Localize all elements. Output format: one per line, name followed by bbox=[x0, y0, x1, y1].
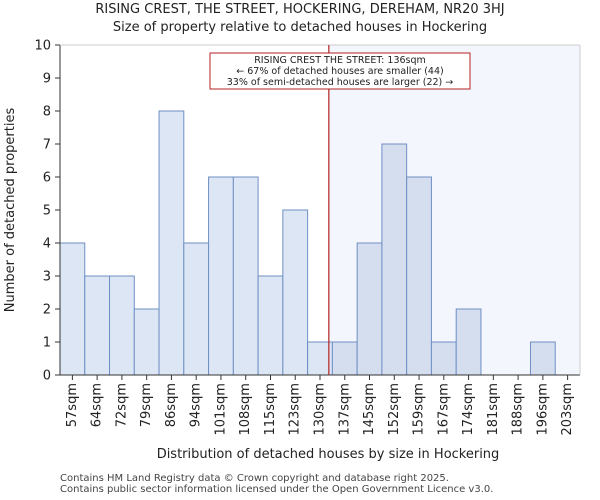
y-tick-label-10: 10 bbox=[34, 39, 51, 54]
bar-101sqm bbox=[208, 176, 234, 376]
x-tick-label-130sqm: 130sqm bbox=[313, 383, 328, 436]
x-tick-label-86sqm: 86sqm bbox=[164, 383, 179, 427]
bar-174sqm bbox=[455, 308, 482, 376]
bar-196sqm bbox=[529, 341, 556, 376]
bar-167sqm bbox=[430, 341, 457, 376]
x-tick-label-79sqm: 79sqm bbox=[139, 383, 154, 427]
annotation-line-3: 33% of semi-detached houses are larger (… bbox=[227, 77, 454, 88]
x-tick-label-137sqm: 137sqm bbox=[337, 383, 352, 436]
bar-159sqm bbox=[406, 176, 432, 376]
bar-72sqm bbox=[109, 275, 135, 376]
x-tick-label-101sqm: 101sqm bbox=[213, 383, 228, 436]
x-tick-label-72sqm: 72sqm bbox=[114, 383, 129, 427]
bar-57sqm bbox=[59, 242, 86, 376]
bar-64sqm bbox=[84, 275, 111, 376]
bar-123sqm bbox=[282, 209, 309, 376]
bar-115sqm bbox=[257, 275, 284, 376]
x-tick-label-123sqm: 123sqm bbox=[288, 383, 303, 436]
x-tick-label-188sqm: 188sqm bbox=[511, 383, 526, 436]
x-tick-label-174sqm: 174sqm bbox=[461, 383, 476, 436]
y-tick-label-7: 7 bbox=[43, 138, 51, 153]
y-tick-label-3: 3 bbox=[43, 270, 51, 285]
bar-79sqm bbox=[133, 308, 160, 376]
bar-94sqm bbox=[183, 242, 210, 376]
bar-108sqm bbox=[232, 176, 259, 376]
x-tick-label-203sqm: 203sqm bbox=[560, 383, 575, 436]
x-axis-label: Distribution of detached houses by size … bbox=[157, 447, 500, 462]
y-tick-label-1: 1 bbox=[43, 336, 51, 351]
footer-copyright: Contains HM Land Registry data © Crown c… bbox=[60, 473, 449, 484]
x-tick-label-167sqm: 167sqm bbox=[436, 383, 451, 436]
x-tick-label-196sqm: 196sqm bbox=[535, 383, 550, 436]
y-tick-label-9: 9 bbox=[43, 72, 51, 87]
y-tick-label-4: 4 bbox=[43, 237, 51, 252]
x-tick-label-64sqm: 64sqm bbox=[90, 383, 105, 427]
x-tick-label-115sqm: 115sqm bbox=[263, 383, 278, 436]
annotation-line-1: RISING CREST THE STREET: 136sqm bbox=[254, 55, 426, 66]
y-tick-label-2: 2 bbox=[43, 303, 51, 318]
bar-86sqm bbox=[158, 110, 185, 376]
x-tick-label-181sqm: 181sqm bbox=[486, 383, 501, 436]
footer-licence: Contains public sector information licen… bbox=[60, 484, 494, 495]
bar-chart: 0 1 2 3 4 5 6 7 8 9 10 57sqm 64sqm 72sqm 79sqm 86sqm 94s… bbox=[3, 39, 581, 462]
y-tick-label-5: 5 bbox=[43, 204, 51, 219]
x-tick-label-108sqm: 108sqm bbox=[238, 383, 253, 436]
x-tick-label-57sqm: 57sqm bbox=[65, 383, 80, 427]
x-tick-label-94sqm: 94sqm bbox=[189, 383, 204, 427]
x-tick-label-152sqm: 152sqm bbox=[387, 383, 402, 436]
bar-152sqm bbox=[381, 143, 408, 376]
chart-subtitle: Size of property relative to detached ho… bbox=[112, 20, 488, 35]
y-axis-label: Number of detached properties bbox=[3, 108, 18, 313]
bar-145sqm bbox=[356, 242, 383, 376]
annotation-box bbox=[209, 52, 471, 90]
y-tick-label-0: 0 bbox=[43, 369, 51, 384]
x-tick-label-159sqm: 159sqm bbox=[412, 383, 427, 436]
y-tick-label-8: 8 bbox=[43, 105, 51, 120]
annotation-line-2: ← 67% of detached houses are smaller (44… bbox=[236, 66, 443, 77]
y-tick-label-6: 6 bbox=[43, 171, 51, 186]
chart-title: RISING CREST, THE STREET, HOCKERING, DER… bbox=[95, 2, 505, 17]
bar-137sqm bbox=[331, 341, 358, 376]
x-tick-label-145sqm: 145sqm bbox=[362, 383, 377, 436]
